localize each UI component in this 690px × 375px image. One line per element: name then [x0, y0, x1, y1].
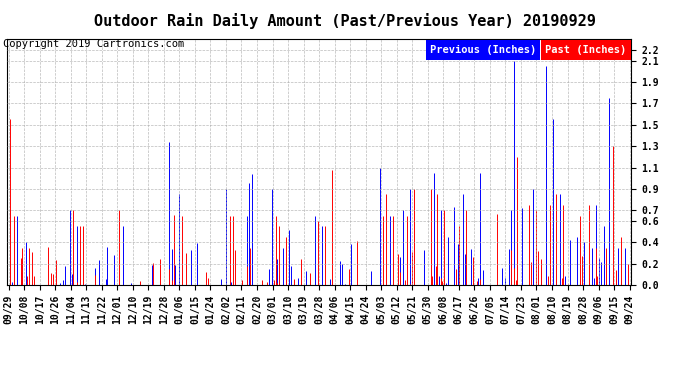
Text: Past (Inches): Past (Inches)	[545, 45, 627, 55]
Text: Copyright 2019 Cartronics.com: Copyright 2019 Cartronics.com	[3, 39, 185, 50]
Bar	[426, 40, 540, 60]
Bar	[541, 40, 631, 60]
Text: Previous (Inches): Previous (Inches)	[430, 45, 535, 55]
Text: Outdoor Rain Daily Amount (Past/Previous Year) 20190929: Outdoor Rain Daily Amount (Past/Previous…	[94, 13, 596, 29]
